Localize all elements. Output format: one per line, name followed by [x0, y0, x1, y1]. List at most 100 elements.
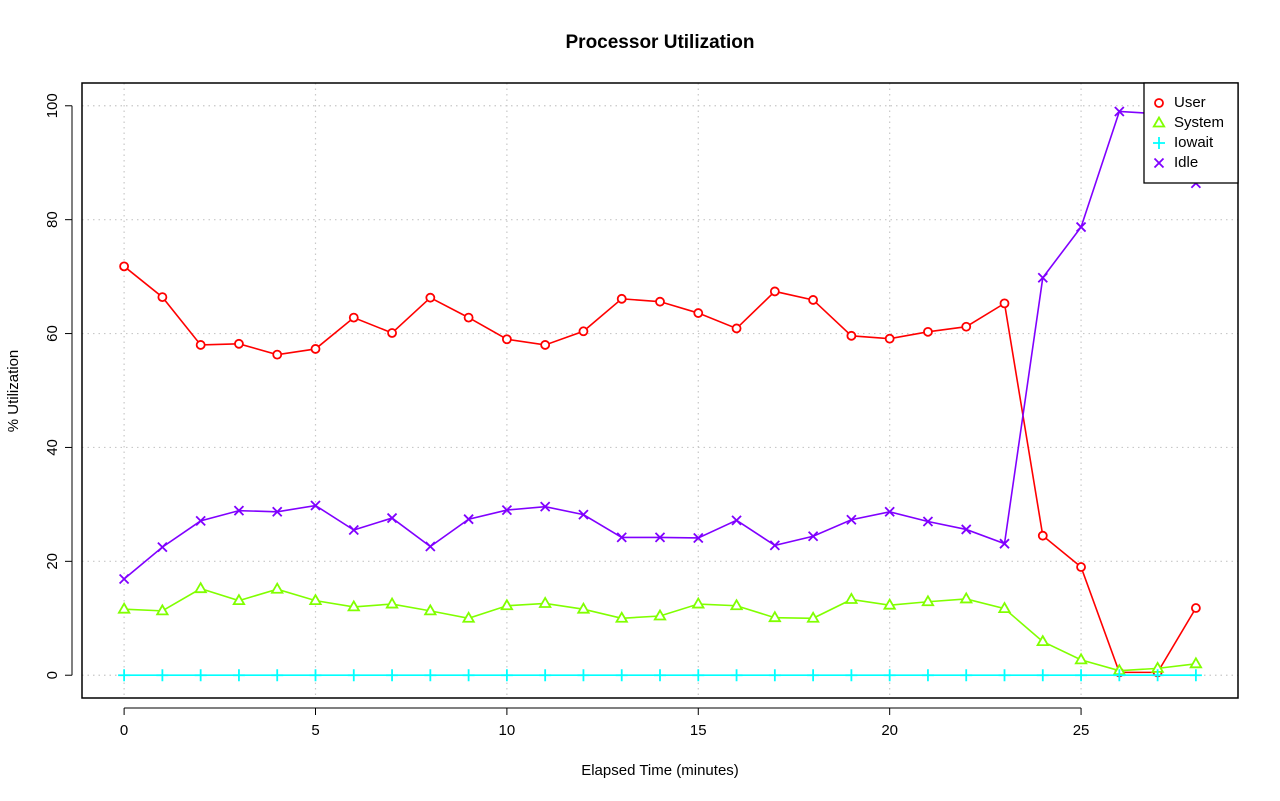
- point-iowait-4: [271, 669, 284, 682]
- point-user-24: [1037, 530, 1048, 541]
- point-user-7: [387, 328, 397, 338]
- legend-marker-system: [1152, 115, 1166, 128]
- point-user-13: [616, 293, 627, 304]
- point-user-8: [425, 292, 436, 303]
- point-user-20: [884, 333, 895, 344]
- point-iowait-2: [194, 669, 207, 682]
- point-user-0: [119, 261, 130, 272]
- point-user-5: [310, 344, 321, 354]
- point-user-10: [501, 334, 512, 345]
- point-idle-26: [1114, 106, 1125, 117]
- point-iowait-14: [654, 669, 666, 682]
- y-tick-label-4: 80: [44, 211, 61, 228]
- point-user-23: [999, 298, 1010, 309]
- x-tick-label-2: 10: [499, 722, 516, 739]
- point-iowait-24: [1036, 669, 1049, 682]
- point-idle-8: [425, 541, 436, 552]
- y-axis-label: % Utilization: [5, 350, 22, 433]
- point-system-10: [500, 598, 514, 611]
- point-user-19: [846, 330, 857, 341]
- point-user-14: [655, 296, 665, 307]
- x-tick-label-4: 20: [881, 722, 898, 739]
- point-idle-14: [654, 532, 666, 543]
- legend-label-iowait: Iowait: [1174, 134, 1214, 151]
- y-tick-label-1: 20: [44, 553, 61, 570]
- point-iowait-26: [1113, 669, 1126, 682]
- point-user-21: [923, 326, 933, 337]
- point-system-17: [768, 610, 782, 623]
- point-iowait-17: [768, 669, 781, 682]
- chart-title: Processor Utilization: [566, 32, 755, 53]
- point-idle-13: [616, 532, 627, 543]
- point-idle-11: [540, 501, 551, 512]
- point-system-16: [729, 598, 744, 611]
- legend-label-user: User: [1174, 94, 1206, 111]
- point-system-23: [997, 601, 1012, 613]
- point-system-9: [461, 610, 476, 623]
- x-tick-label-5: 25: [1073, 722, 1090, 739]
- point-system-2: [193, 581, 208, 594]
- grid: [82, 83, 1238, 698]
- point-idle-23: [999, 538, 1010, 549]
- point-user-6: [348, 312, 359, 323]
- x-axis-label: Elapsed Time (minutes): [581, 762, 739, 779]
- point-user-17: [769, 286, 780, 297]
- point-idle-3: [233, 505, 245, 516]
- plot-frame: [81, 82, 1239, 699]
- point-system-25: [1074, 652, 1088, 665]
- point-iowait-11: [539, 669, 552, 682]
- point-user-18: [808, 295, 819, 305]
- point-iowait-23: [998, 669, 1011, 682]
- point-user-28: [1190, 603, 1201, 613]
- point-iowait-7: [386, 669, 399, 682]
- point-idle-5: [310, 500, 321, 511]
- point-idle-7: [386, 512, 398, 524]
- point-system-15: [691, 596, 706, 609]
- y-tick-label-3: 60: [44, 325, 61, 342]
- point-iowait-27: [1151, 669, 1164, 682]
- point-user-12: [578, 326, 589, 337]
- point-idle-21: [922, 516, 934, 527]
- point-user-16: [731, 323, 742, 334]
- x-tick-label-0: 0: [120, 722, 128, 739]
- point-idle-19: [846, 514, 857, 525]
- point-iowait-6: [347, 669, 360, 682]
- point-user-4: [272, 349, 283, 360]
- point-idle-4: [272, 506, 283, 517]
- point-user-11: [540, 340, 551, 350]
- series-iowait: [118, 669, 1202, 682]
- x-tick-label-1: 5: [311, 722, 319, 739]
- point-user-25: [1076, 562, 1086, 572]
- point-iowait-10: [500, 669, 513, 682]
- axes: 0 5 10 15 20 25 0 20 40 60 80 100: [44, 93, 1089, 739]
- point-user-2: [195, 340, 206, 350]
- y-tick-label-2: 40: [44, 439, 61, 456]
- point-system-11: [538, 596, 552, 608]
- point-user-1: [157, 292, 168, 303]
- point-idle-12: [578, 509, 589, 520]
- point-system-14: [653, 608, 667, 621]
- point-idle-17: [769, 540, 780, 551]
- series-line-idle: [123, 110, 1197, 580]
- point-idle-2: [195, 515, 206, 527]
- point-idle-9: [463, 514, 474, 525]
- point-system-1: [155, 603, 170, 616]
- point-system-18: [806, 610, 820, 623]
- point-iowait-19: [845, 669, 858, 682]
- point-idle-15: [693, 532, 704, 544]
- point-user-9: [463, 312, 474, 323]
- series-line-system: [124, 587, 1196, 672]
- point-iowait-3: [232, 669, 245, 682]
- point-idle-18: [807, 531, 819, 542]
- legend: User System Iowait Idle: [1143, 82, 1239, 184]
- point-iowait-0: [118, 669, 131, 682]
- legend-label-idle: Idle: [1174, 154, 1198, 171]
- point-idle-16: [731, 515, 742, 526]
- point-iowait-18: [807, 669, 820, 682]
- point-system-12: [576, 601, 591, 614]
- point-system-24: [1036, 634, 1050, 647]
- point-iowait-21: [921, 669, 934, 682]
- point-iowait-28: [1189, 669, 1202, 682]
- legend-marker-iowait: [1153, 137, 1165, 149]
- y-tick-label-5: 100: [44, 93, 61, 118]
